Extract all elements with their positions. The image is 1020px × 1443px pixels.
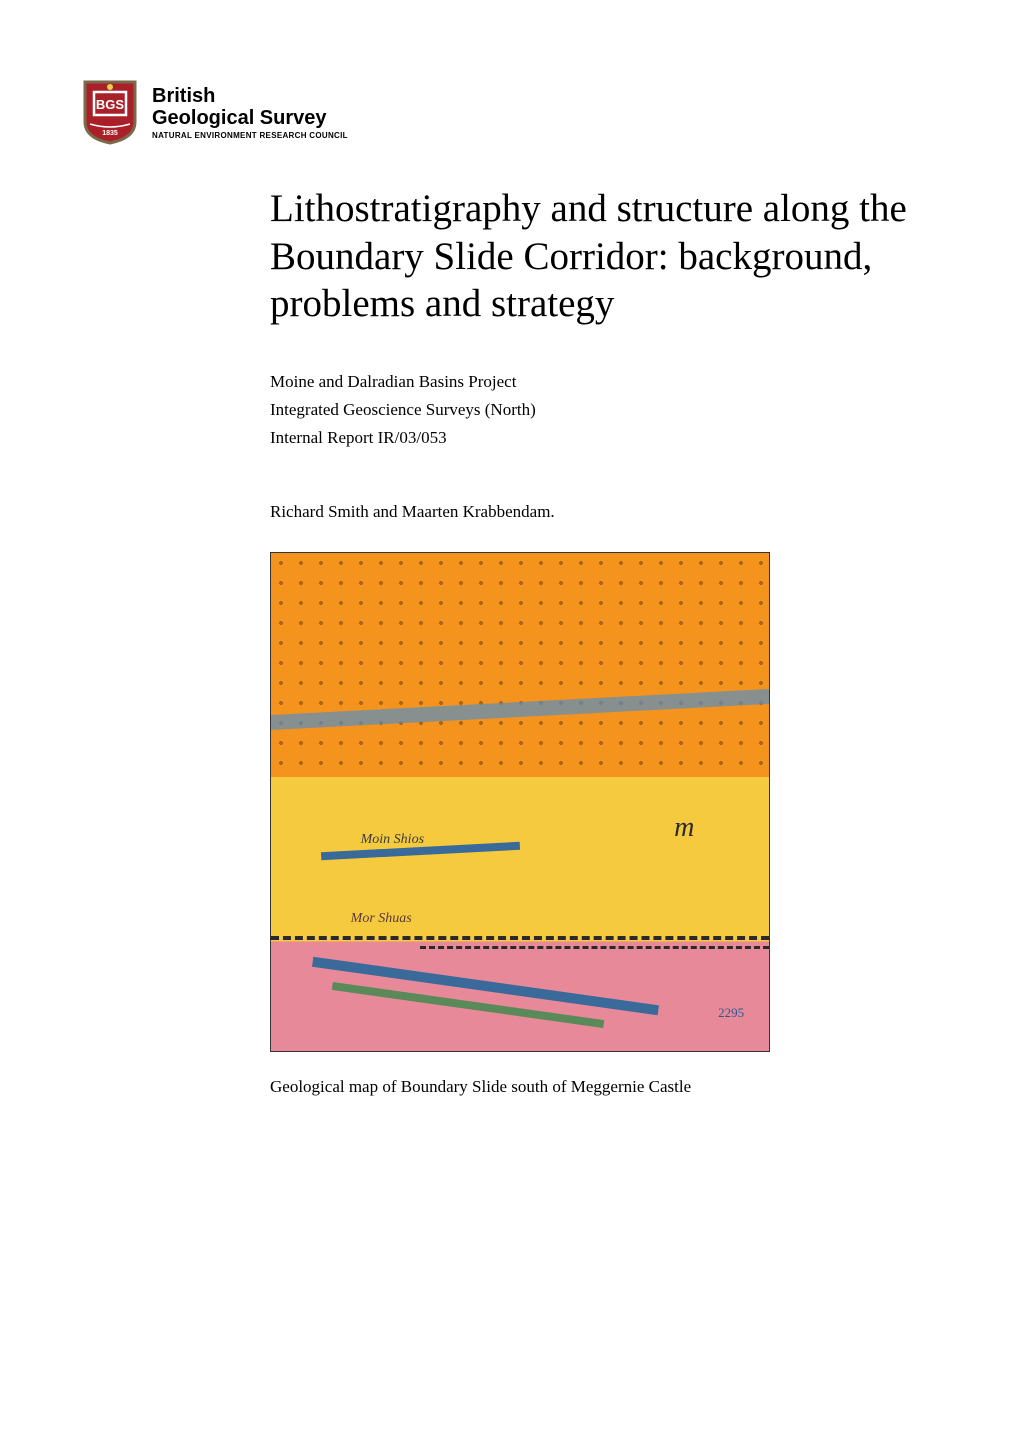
content-column: Lithostratigraphy and structure along th… [270, 185, 930, 1097]
svg-text:1835: 1835 [102, 130, 118, 137]
authors: Richard Smith and Maarten Krabbendam. [270, 502, 930, 522]
meta-division: Integrated Geoscience Surveys (North) [270, 396, 930, 424]
map-bottom-number: 2295 [718, 1005, 744, 1021]
map-label-m: m [674, 812, 694, 844]
svg-text:BGS: BGS [96, 97, 125, 112]
map-dots-overlay [271, 553, 769, 777]
map-green-band [332, 982, 604, 1028]
map-label-mor-shuas: Mor Shuas [351, 911, 412, 927]
meta-project: Moine and Dalradian Basins Project [270, 368, 930, 396]
bgs-logo-icon: BGS 1835 [80, 80, 140, 145]
geological-map-figure: m Moin Shios Mor Shuas 2295 [270, 552, 770, 1052]
logo-block: BGS 1835 British Geological Survey NATUR… [80, 80, 940, 145]
map-dashed-line-1 [271, 936, 769, 940]
logo-text-block: British Geological Survey NATURAL ENVIRO… [152, 85, 348, 140]
meta-block: Moine and Dalradian Basins Project Integ… [270, 368, 930, 452]
logo-org-line1: British [152, 85, 348, 107]
map-dashed-line-2 [420, 946, 769, 949]
logo-org-line2: Geological Survey [152, 107, 348, 129]
document-title: Lithostratigraphy and structure along th… [270, 185, 930, 328]
meta-report-number: Internal Report IR/03/053 [270, 424, 930, 452]
logo-subtitle: NATURAL ENVIRONMENT RESEARCH COUNCIL [152, 131, 348, 140]
map-label-moin-shios: Moin Shios [361, 832, 424, 848]
figure-caption: Geological map of Boundary Slide south o… [270, 1077, 930, 1097]
